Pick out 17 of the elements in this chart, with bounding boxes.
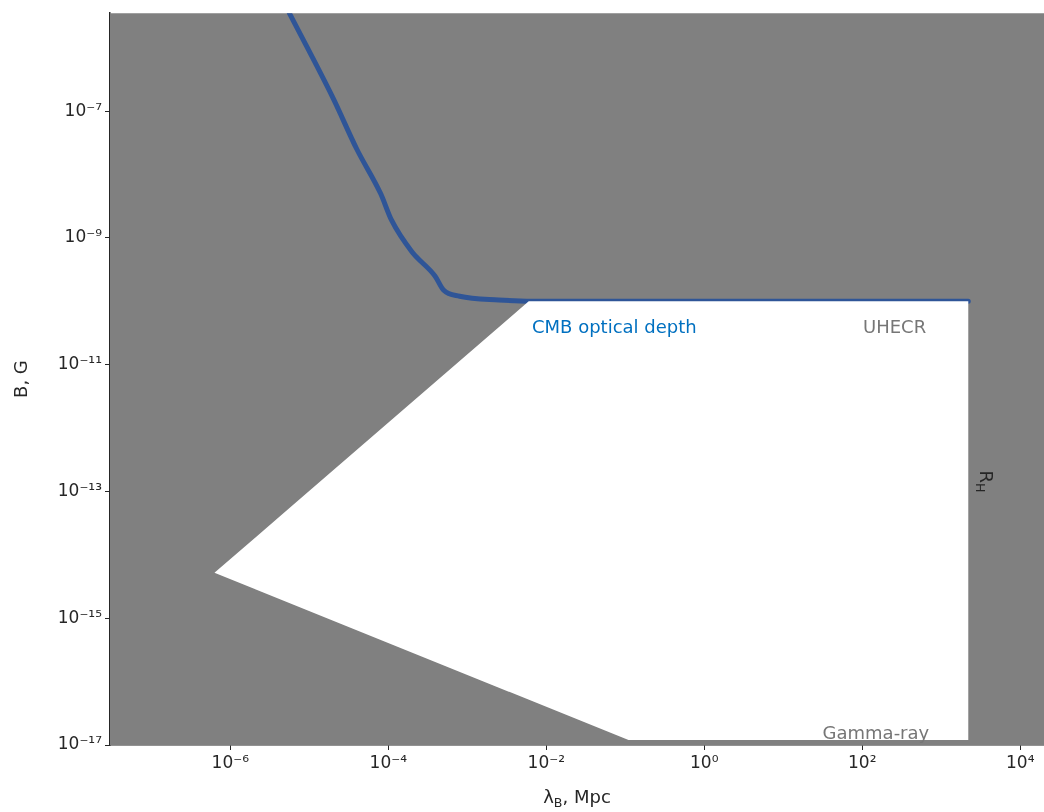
x-tick-label: 10⁴ (1005, 751, 1035, 772)
y-tick-label: 10⁻⁹ (64, 226, 103, 247)
annotation: CMB optical depth (532, 315, 697, 337)
y-tick-label: 10⁻¹⁷ (57, 733, 103, 754)
annotation: Gamma-ray (822, 721, 930, 743)
x-tick-label: 10⁻⁶ (211, 751, 250, 772)
x-tick-label: 10⁰ (690, 751, 719, 772)
x-tick-label: 10⁻² (527, 751, 565, 772)
y-tick-label: 10⁻¹⁵ (57, 606, 102, 627)
x-tick-label: 10² (848, 751, 877, 772)
annotation: UHECR (862, 315, 927, 337)
x-tick-label: 10⁻⁴ (369, 751, 408, 772)
y-tick-label: 10⁻¹¹ (57, 353, 102, 374)
y-tick-label: 10⁻⁷ (64, 99, 103, 120)
y-axis-title: B, G (9, 360, 31, 398)
annotation: RH (973, 470, 998, 493)
y-tick-label: 10⁻¹³ (57, 479, 102, 500)
